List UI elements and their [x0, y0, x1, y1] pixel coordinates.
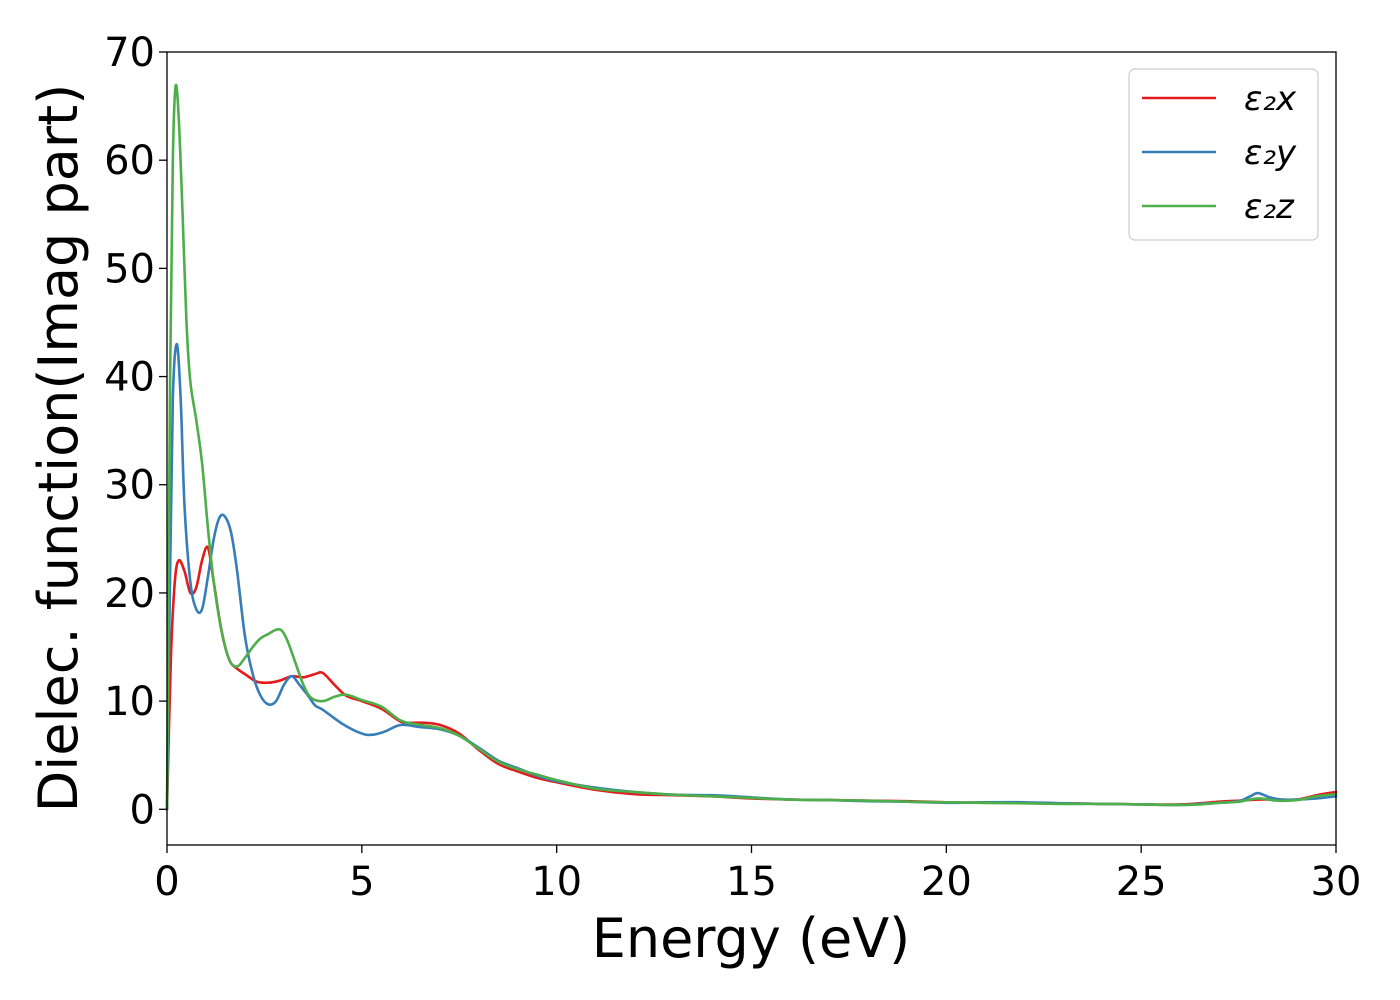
legend-box — [1128, 68, 1319, 241]
series-line-3 — [165, 83, 1338, 811]
x-tick-label: 25 — [1116, 859, 1167, 905]
x-tick-label: 30 — [1311, 859, 1362, 905]
y-tick-label: 50 — [104, 246, 155, 292]
legend-label-1: ε₂x — [1244, 79, 1297, 119]
x-axis-title: Energy (eV) — [592, 907, 911, 970]
x-tick-label: 10 — [531, 859, 582, 905]
x-tick-label: 0 — [154, 859, 179, 905]
legend: ε₂x ε₂y ε₂z — [1128, 68, 1319, 241]
legend-label-2: ε₂y — [1244, 133, 1297, 173]
x-tick-label: 20 — [921, 859, 972, 905]
y-axis-ticks: 0 10 20 30 40 50 60 70 — [104, 30, 167, 833]
y-tick-label: 30 — [104, 463, 155, 509]
x-tick-label: 15 — [726, 859, 777, 905]
y-tick-label: 60 — [104, 138, 155, 184]
legend-label-3: ε₂z — [1244, 187, 1295, 227]
series-layer — [165, 83, 1338, 811]
y-tick-label: 20 — [104, 571, 155, 617]
y-tick-label: 40 — [104, 355, 155, 401]
y-tick-label: 0 — [130, 787, 155, 833]
y-tick-label: 70 — [104, 30, 155, 76]
x-axis-ticks: 0 5 10 15 20 25 30 — [154, 845, 1361, 905]
x-tick-label: 5 — [349, 859, 374, 905]
y-axis-title: Dielec. function(Imag part) — [27, 84, 90, 813]
y-tick-label: 10 — [104, 679, 155, 725]
